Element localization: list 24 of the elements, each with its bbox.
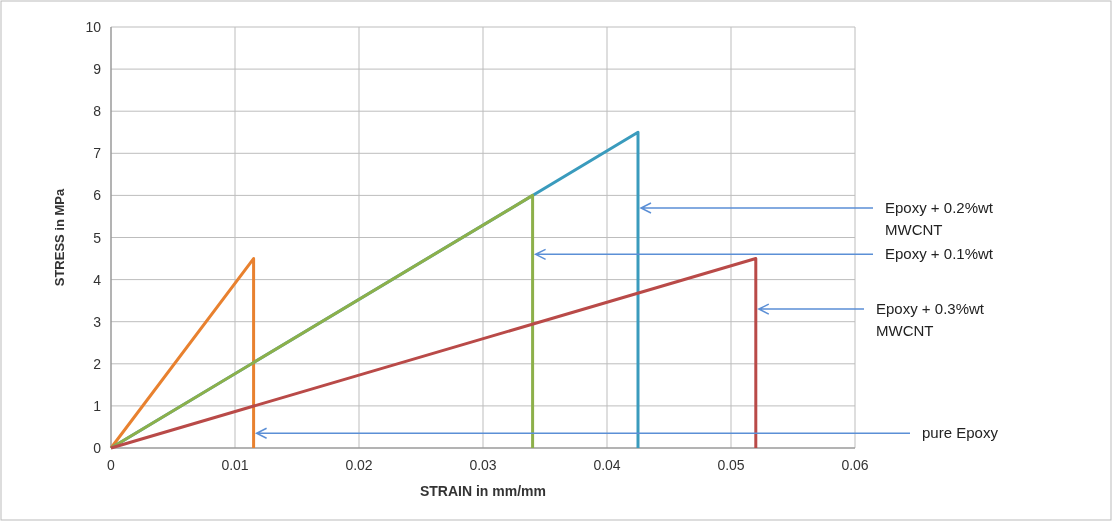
annotation: Epoxy + 0.2%wt MWCNT — [885, 199, 994, 239]
x-tick-label: 0.01 — [221, 457, 249, 473]
x-tick-label: 0 — [107, 457, 116, 473]
x-tick-label: 0.05 — [717, 457, 745, 473]
y-tick-label: 2 — [93, 355, 102, 372]
y-tick-label: 5 — [93, 229, 102, 246]
y-tick-label: 10 — [85, 19, 102, 35]
y-tick-label: 9 — [93, 61, 102, 78]
y-tick-label: 0 — [93, 440, 102, 456]
y-tick-label: 3 — [93, 313, 102, 330]
x-tick-label: 0.06 — [841, 457, 869, 473]
annotation: Epoxy + 0.3%wt MWCNT — [876, 300, 985, 340]
y-tick-label: 7 — [93, 145, 102, 162]
y-axis-title: STRESS in MPa — [52, 187, 67, 287]
x-tick-label: 0.04 — [593, 457, 621, 473]
y-tick-label: 1 — [93, 397, 102, 414]
annotation: Epoxy + 0.1%wt — [885, 245, 994, 263]
y-tick-label: 6 — [93, 187, 102, 204]
annotation: pure Epoxy — [922, 424, 999, 442]
y-tick-label: 8 — [93, 103, 102, 120]
y-tick-label: 4 — [93, 271, 102, 288]
x-tick-label: 0.03 — [469, 457, 497, 473]
x-tick-label: 0.02 — [345, 457, 373, 473]
x-axis-title: STRAIN in mm/mm — [419, 483, 547, 499]
